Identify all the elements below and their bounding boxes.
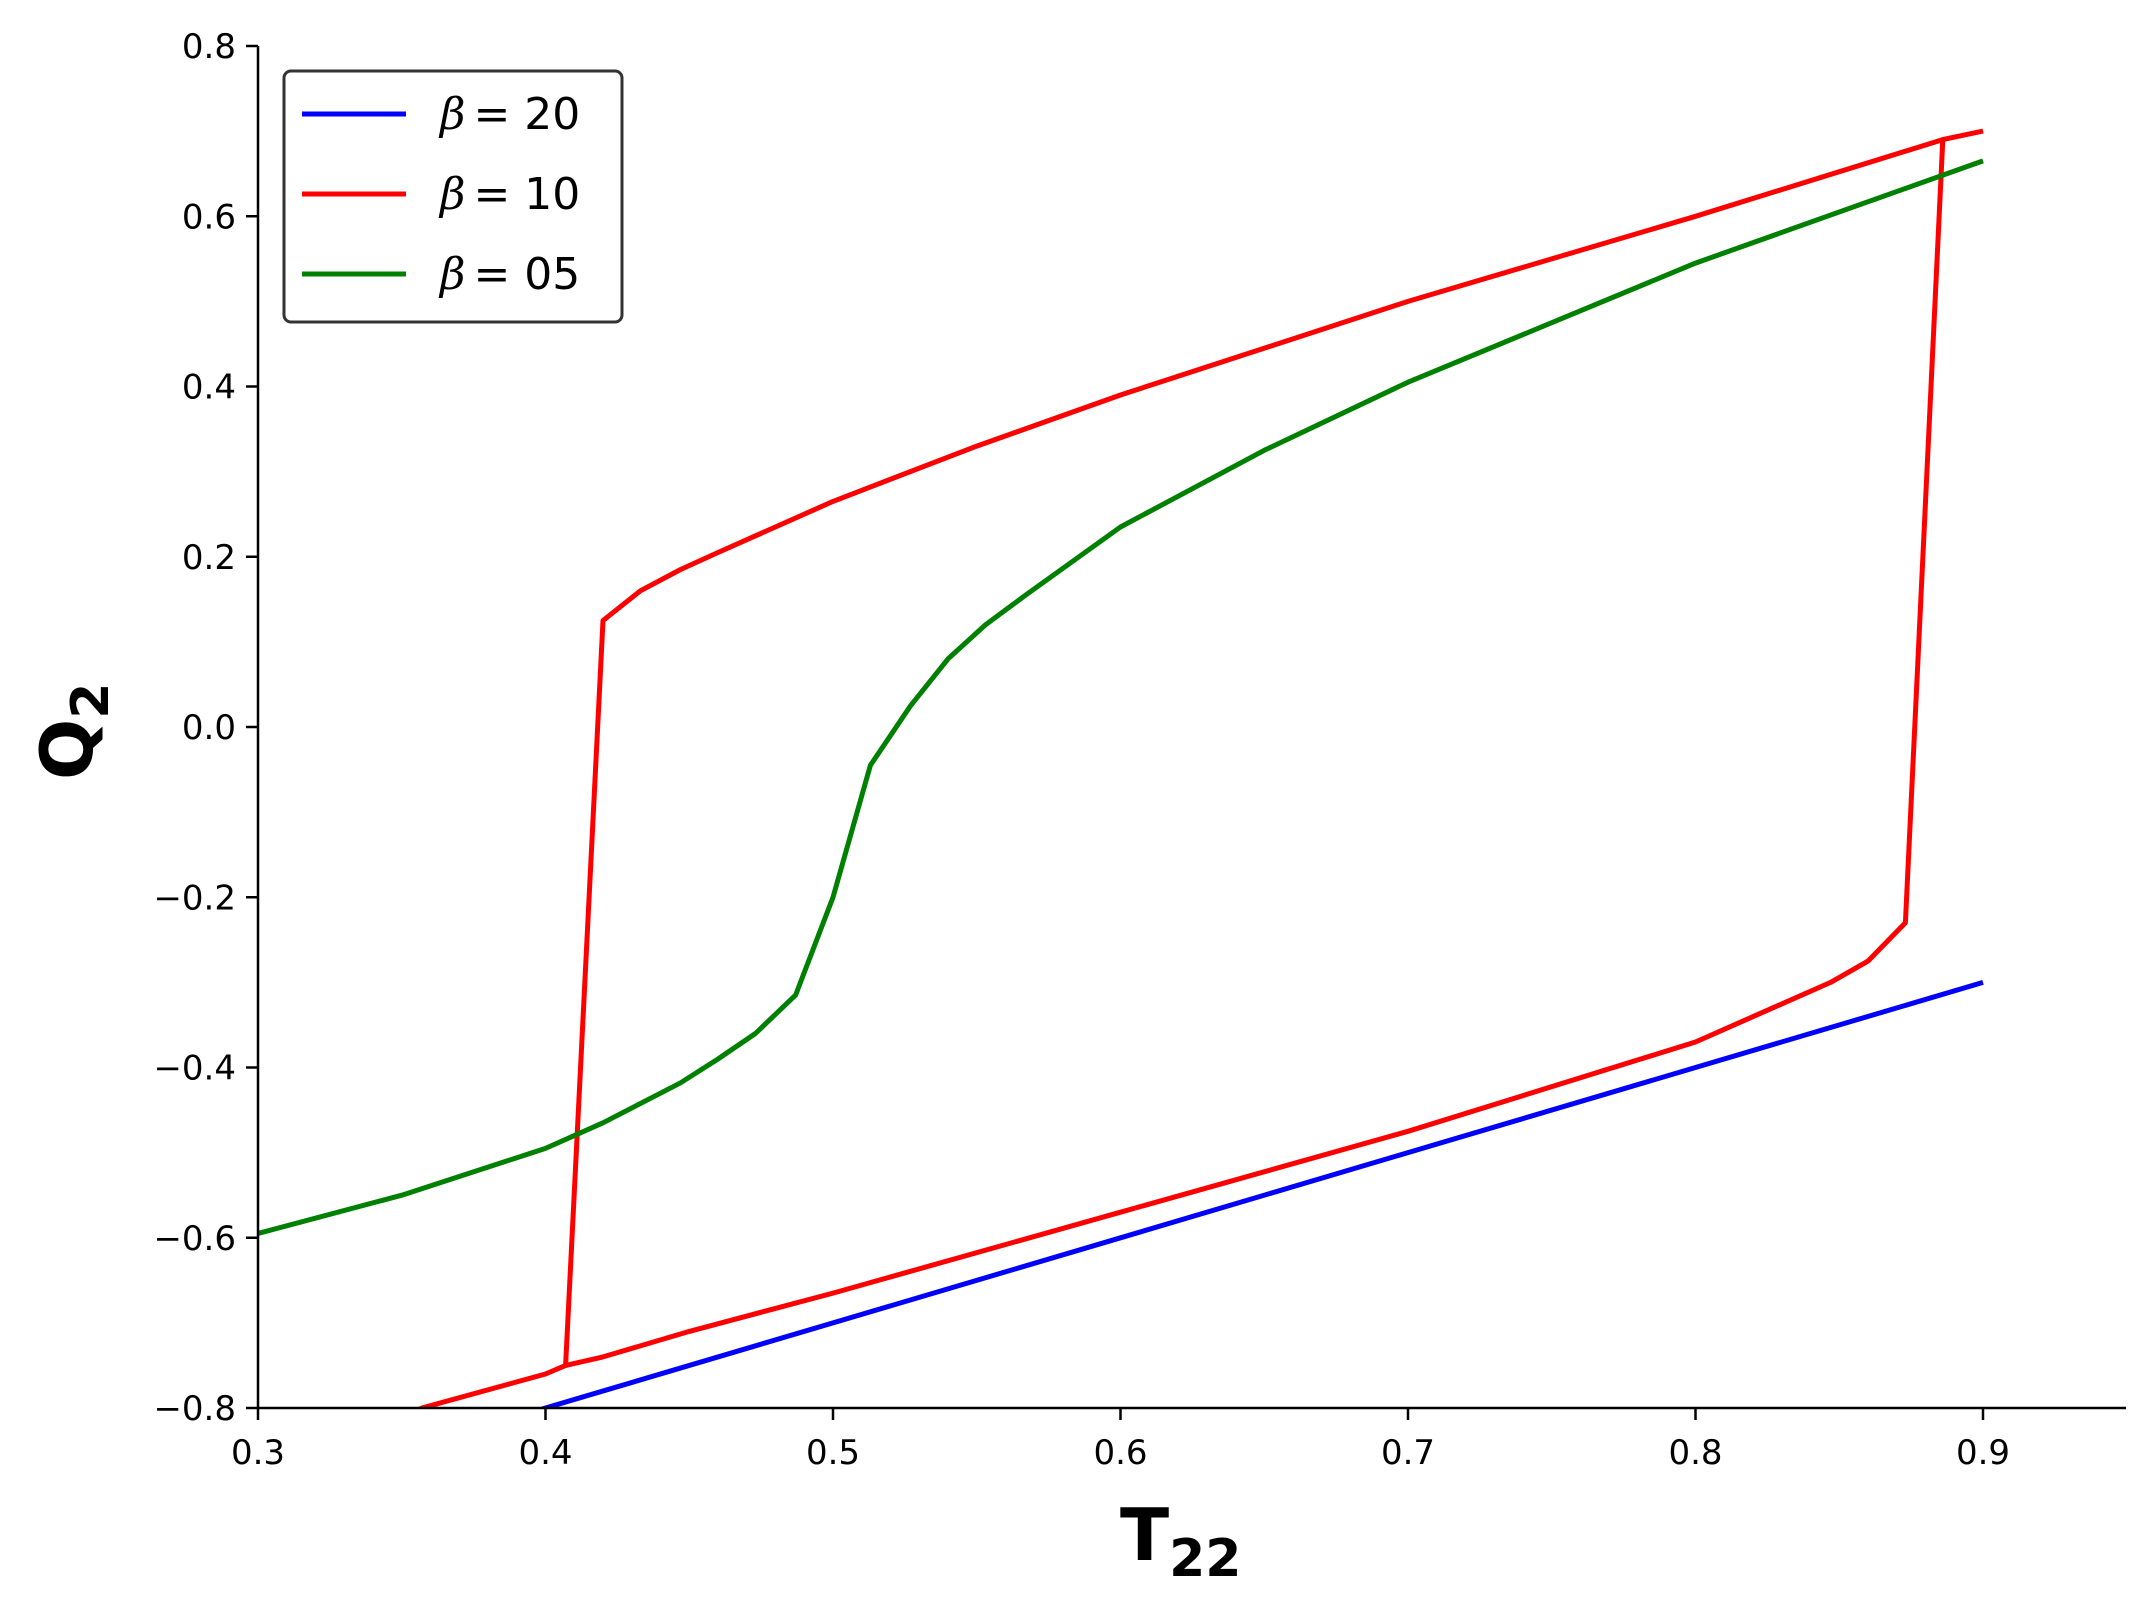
x-tick-label: 0.3 [231,1433,285,1473]
y-axis-title: Q2 [25,683,121,780]
legend-label: β = 20 [438,89,580,140]
x-tick-label: 0.9 [1956,1433,2010,1473]
x-tick-label: 0.7 [1381,1433,1435,1473]
x-axis-label-subscript: 22 [1169,1529,1241,1589]
ticks: 0.3 0.4 0.5 0.6 0.7 0.8 0.9 −0.8 −0.6 −0.4 −0.2 0.0… [153,27,2010,1473]
legend: β = 20β = 10β = 05 [282,69,624,324]
series-line-1 [415,128,1984,1408]
y-tick-label: −0.4 [153,1049,236,1089]
legend-frame [282,69,624,324]
y-axis-label-subscript: 2 [61,683,121,719]
plot-series [258,128,1984,1408]
y-tick-label: 0.2 [182,538,236,578]
legend-value: = 20 [473,89,580,140]
legend-symbol: β [438,89,465,140]
x-axis-label: T [1120,1493,1169,1577]
series-line-2 [565,139,1946,1368]
y-tick-label: −0.8 [153,1389,236,1429]
y-axis-label: Q [25,719,109,780]
legend-label: β = 10 [438,169,580,220]
x-tick-label: 0.6 [1093,1433,1147,1473]
x-tick-label: 0.5 [806,1433,860,1473]
y-tick-label: −0.2 [153,878,236,918]
legend-value: = 05 [473,249,580,300]
series-line-3 [258,158,1984,1236]
y-tick-label: 0.4 [182,368,236,408]
y-tick-label: 0.8 [182,27,236,67]
legend-symbol: β [438,249,465,300]
legend-value: = 10 [473,169,580,220]
y-tick-label: 0.6 [182,197,236,237]
y-tick-label: −0.6 [153,1219,236,1259]
y-tick-label: 0.0 [182,708,236,748]
series-line-0 [536,980,1984,1408]
x-axis-title: T22 [1120,1493,1242,1589]
legend-label: β = 05 [438,249,580,300]
x-tick-label: 0.4 [518,1433,572,1473]
legend-symbol: β [438,169,465,220]
x-tick-label: 0.8 [1668,1433,1722,1473]
